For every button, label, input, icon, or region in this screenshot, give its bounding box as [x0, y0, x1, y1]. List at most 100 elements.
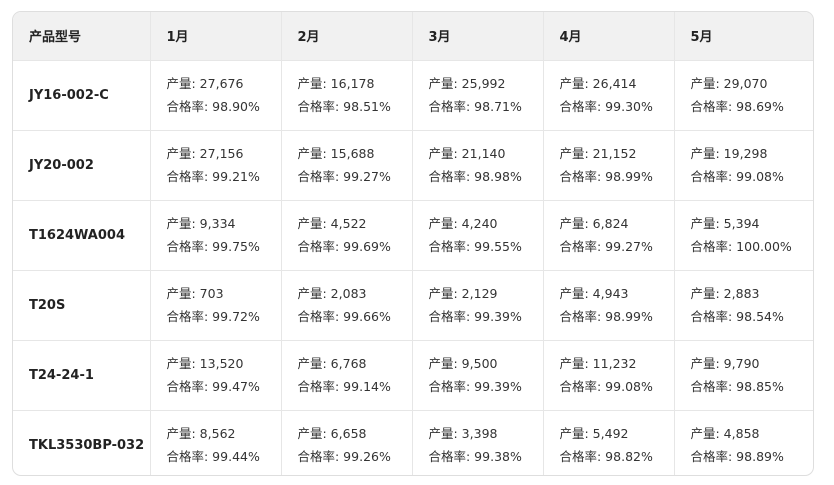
output-value: 产量: 4,858 [690, 426, 760, 442]
month-cell: 产量: 9,500 合格率: 99.39% [412, 340, 544, 411]
pass-rate-value: 合格率: 98.89% [690, 449, 784, 465]
output-value: 产量: 15,688 [297, 146, 375, 161]
pass-rate-value: 合格率: 99.08% [690, 169, 784, 184]
month-cell: 产量: 4,858 合格率: 98.89% [674, 410, 813, 475]
month-cell: 产量: 26,414 合格率: 99.30% [543, 60, 675, 131]
product-model-cell: T20S [13, 270, 151, 341]
header-row: 产品型号 1月 2月 3月 4月 5月 [13, 12, 813, 61]
output-value: 产量: 703 [166, 286, 224, 301]
pass-rate-value: 合格率: 98.99% [559, 169, 653, 184]
pass-rate-value: 合格率: 99.55% [428, 239, 522, 254]
pass-rate-value: 合格率: 100.00% [690, 239, 792, 254]
month-cell: 产量: 21,140 合格率: 98.98% [412, 130, 544, 201]
output-value: 产量: 26,414 [559, 76, 637, 91]
pass-rate-value: 合格率: 98.98% [428, 169, 522, 184]
month-cell: 产量: 8,562 合格率: 99.44% [150, 410, 282, 475]
table-row: T24-24-1 产量: 13,520 合格率: 99.47% 产量: 6,768 合格… [13, 340, 813, 411]
header-month-2: 2月 [281, 12, 413, 61]
pass-rate-value: 合格率: 99.75% [166, 239, 260, 254]
output-value: 产量: 9,500 [428, 356, 498, 371]
pass-rate-value: 合格率: 98.82% [559, 449, 653, 465]
output-value: 产量: 3,398 [428, 426, 498, 442]
output-value: 产量: 6,824 [559, 216, 629, 231]
output-value: 产量: 2,083 [297, 286, 367, 301]
pass-rate-value: 合格率: 99.14% [297, 379, 391, 394]
output-value: 产量: 4,240 [428, 216, 498, 231]
month-cell: 产量: 9,334 合格率: 99.75% [150, 200, 282, 271]
month-cell: 产量: 9,790 合格率: 98.85% [674, 340, 813, 411]
pass-rate-value: 合格率: 98.69% [690, 99, 784, 114]
pass-rate-value: 合格率: 98.85% [690, 379, 784, 394]
output-value: 产量: 19,298 [690, 146, 768, 161]
month-cell: 产量: 6,658 合格率: 99.26% [281, 410, 413, 475]
table-row: T20S 产量: 703 合格率: 99.72% 产量: 2,083 合格率: 99.6… [13, 270, 813, 341]
month-cell: 产量: 6,768 合格率: 99.14% [281, 340, 413, 411]
output-value: 产量: 25,992 [428, 76, 506, 91]
header-month-3: 3月 [412, 12, 544, 61]
output-value: 产量: 27,676 [166, 76, 244, 91]
pass-rate-value: 合格率: 99.30% [559, 99, 653, 114]
month-cell: 产量: 6,824 合格率: 99.27% [543, 200, 675, 271]
output-value: 产量: 2,129 [428, 286, 498, 301]
output-value: 产量: 29,070 [690, 76, 768, 91]
header-month-5: 5月 [674, 12, 813, 61]
output-value: 产量: 16,178 [297, 76, 375, 91]
pass-rate-value: 合格率: 98.54% [690, 309, 784, 324]
pass-rate-value: 合格率: 99.72% [166, 309, 260, 324]
table-row: JY16-002-C 产量: 27,676 合格率: 98.90% 产量: 16,17… [13, 60, 813, 131]
header-month-1: 1月 [150, 12, 282, 61]
output-value: 产量: 8,562 [166, 426, 236, 442]
header-model: 产品型号 [13, 12, 151, 61]
month-cell: 产量: 2,883 合格率: 98.54% [674, 270, 813, 341]
pass-rate-value: 合格率: 99.47% [166, 379, 260, 394]
output-value: 产量: 9,334 [166, 216, 236, 231]
output-value: 产量: 13,520 [166, 356, 244, 371]
month-cell: 产量: 27,156 合格率: 99.21% [150, 130, 282, 201]
output-value: 产量: 21,140 [428, 146, 506, 161]
product-model-cell: T1624WA004 [13, 200, 151, 271]
production-table-container: 产品型号 1月 2月 3月 4月 5月 JY16-002-C 产量: 27,676… [12, 11, 814, 476]
output-value: 产量: 6,658 [297, 426, 367, 442]
month-cell: 产量: 3,398 合格率: 99.38% [412, 410, 544, 475]
month-cell: 产量: 4,943 合格率: 98.99% [543, 270, 675, 341]
month-cell: 产量: 5,394 合格率: 100.00% [674, 200, 813, 271]
table-body: JY16-002-C 产量: 27,676 合格率: 98.90% 产量: 16,17… [13, 60, 813, 475]
month-cell: 产量: 27,676 合格率: 98.90% [150, 60, 282, 131]
pass-rate-value: 合格率: 98.51% [297, 99, 391, 114]
table-row: TKL3530BP-032 产量: 8,562 合格率: 99.44% 产量: 6,6… [13, 410, 813, 475]
month-cell: 产量: 13,520 合格率: 99.47% [150, 340, 282, 411]
output-value: 产量: 4,943 [559, 286, 629, 301]
product-model-cell: TKL3530BP-032 [13, 410, 151, 475]
month-cell: 产量: 29,070 合格率: 98.69% [674, 60, 813, 131]
product-model-cell: JY20-002 [13, 130, 151, 201]
month-cell: 产量: 703 合格率: 99.72% [150, 270, 282, 341]
month-cell: 产量: 2,083 合格率: 99.66% [281, 270, 413, 341]
pass-rate-value: 合格率: 98.90% [166, 99, 260, 114]
pass-rate-value: 合格率: 98.99% [559, 309, 653, 324]
month-cell: 产量: 2,129 合格率: 99.39% [412, 270, 544, 341]
month-cell: 产量: 19,298 合格率: 99.08% [674, 130, 813, 201]
table-row: JY20-002 产量: 27,156 合格率: 99.21% 产量: 15,688 合… [13, 130, 813, 201]
month-cell: 产量: 21,152 合格率: 98.99% [543, 130, 675, 201]
pass-rate-value: 合格率: 99.69% [297, 239, 391, 254]
output-value: 产量: 21,152 [559, 146, 637, 161]
pass-rate-value: 合格率: 99.39% [428, 309, 522, 324]
output-value: 产量: 9,790 [690, 356, 760, 371]
output-value: 产量: 5,394 [690, 216, 760, 231]
pass-rate-value: 合格率: 99.39% [428, 379, 522, 394]
month-cell: 产量: 11,232 合格率: 99.08% [543, 340, 675, 411]
product-model-cell: JY16-002-C [13, 60, 151, 131]
month-cell: 产量: 16,178 合格率: 98.51% [281, 60, 413, 131]
pass-rate-value: 合格率: 99.08% [559, 379, 653, 394]
production-table: 产品型号 1月 2月 3月 4月 5月 JY16-002-C 产量: 27,676… [13, 12, 813, 475]
pass-rate-value: 合格率: 98.71% [428, 99, 522, 114]
month-cell: 产量: 5,492 合格率: 98.82% [543, 410, 675, 475]
pass-rate-value: 合格率: 99.27% [559, 239, 653, 254]
table-header: 产品型号 1月 2月 3月 4月 5月 [13, 12, 813, 61]
month-cell: 产量: 4,522 合格率: 99.69% [281, 200, 413, 271]
table-row: T1624WA004 产量: 9,334 合格率: 99.75% 产量: 4,522 合… [13, 200, 813, 271]
output-value: 产量: 11,232 [559, 356, 637, 371]
output-value: 产量: 6,768 [297, 356, 367, 371]
pass-rate-value: 合格率: 99.38% [428, 449, 522, 465]
output-value: 产量: 5,492 [559, 426, 629, 442]
